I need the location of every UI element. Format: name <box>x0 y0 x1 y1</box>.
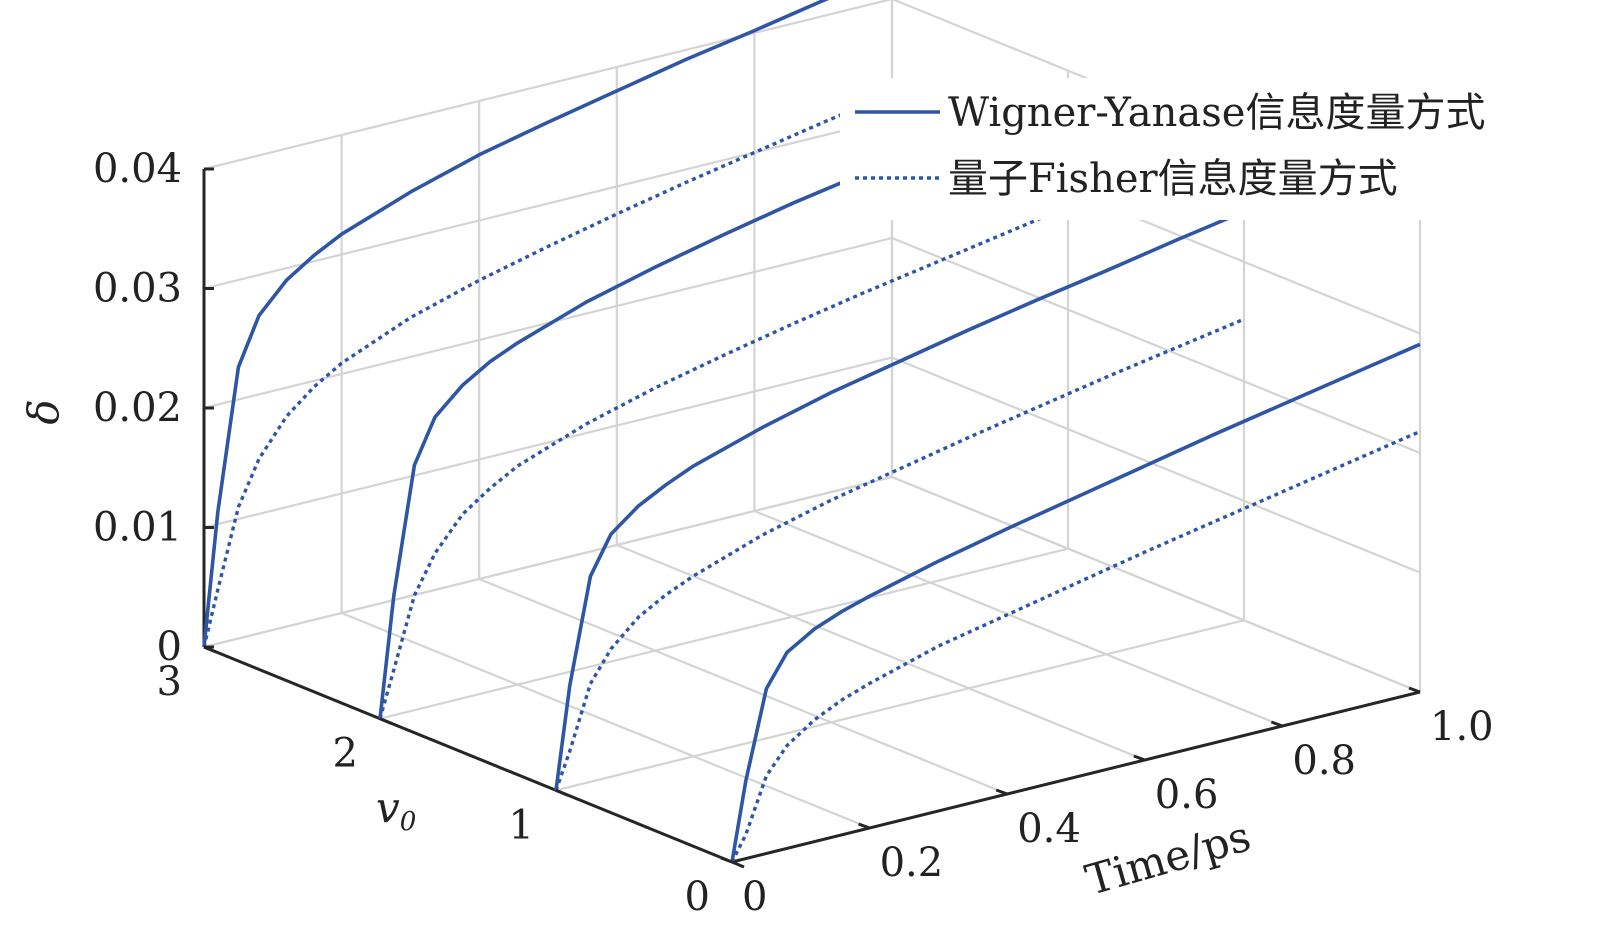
x-tick-label-0: 0 <box>742 874 767 920</box>
quantum-fisher-curve-v0-3 <box>202 91 893 648</box>
wigner-yanase-curve-v0-3 <box>202 0 830 648</box>
axes-layer <box>202 169 1421 864</box>
x-tick-label-5: 1.0 <box>1430 704 1494 750</box>
quantum-fisher-curve-v0-0 <box>730 429 1421 863</box>
quantum-fisher-curve-v0-2 <box>378 205 1069 720</box>
x-tick-mark-1 <box>858 822 871 830</box>
z-axis-label: δ <box>19 399 68 424</box>
legend-label-quantum-fisher: 量子Fisher信息度量方式 <box>948 156 1398 202</box>
y-tick-label-2: 2 <box>333 731 358 777</box>
legend-box <box>840 78 1560 220</box>
y-tick-mark-3 <box>203 645 217 654</box>
side-wall-grid-line-z-2 <box>891 236 1421 455</box>
y-tick-mark-0 <box>731 860 745 869</box>
x-tick-mark-3 <box>1133 754 1146 762</box>
x-tick-label-1: 0.2 <box>880 840 944 886</box>
y-axis-label-subscript: 0 <box>400 807 417 837</box>
side-wall-grid-line-z-1 <box>891 356 1421 574</box>
back-wall-grid-line-z-0 <box>203 475 893 649</box>
floor-grid-line-x-2 <box>478 577 1008 796</box>
x-tick-mark-0 <box>720 856 733 864</box>
x-axis-label: Time/ps <box>1080 811 1256 905</box>
y-axis-label-main: v <box>376 783 400 832</box>
z-tick-label-4: 0.04 <box>93 146 182 192</box>
x-tick-label-3: 0.6 <box>1155 772 1219 818</box>
floor-grid-line-y-1 <box>555 619 1245 792</box>
x-tick-mark-5 <box>1408 686 1421 694</box>
x-tick-mark-4 <box>1270 720 1283 728</box>
z-tick-label-1: 0.01 <box>93 505 182 551</box>
wigner-yanase-curve-v0-0 <box>730 342 1421 863</box>
floor-grid-line-x-4 <box>753 509 1283 728</box>
z-tick-label-3: 0.03 <box>93 266 182 312</box>
y-tick-label-0: 0 <box>685 874 710 920</box>
back-wall-grid-line-z-1 <box>203 356 893 529</box>
x-tick-label-2: 0.4 <box>1017 806 1081 852</box>
floor-grid-line-x-1 <box>341 611 871 830</box>
legend: Wigner-Yanase信息度量方式 量子Fisher信息度量方式 <box>840 78 1560 220</box>
floor-grid-line-y-2 <box>379 547 1069 720</box>
x-tick-label-4: 0.8 <box>1292 738 1356 784</box>
y-axis-line <box>203 645 733 864</box>
y-tick-mark-2 <box>379 717 393 726</box>
y-tick-mark-1 <box>555 788 569 797</box>
y-axis-label: v0 <box>376 783 416 837</box>
floor-grid-line-x-3 <box>616 543 1146 762</box>
x-axis-line <box>731 690 1421 864</box>
back-wall-grid-line-z-4 <box>203 0 893 171</box>
quantum-fisher-curve-v0-1 <box>554 317 1245 791</box>
z-tick-label-0: 0 <box>157 624 182 670</box>
legend-label-wigner-yanase: Wigner-Yanase信息度量方式 <box>948 90 1485 136</box>
y-tick-label-1: 1 <box>509 802 534 848</box>
back-wall-grid-line-z-3 <box>203 117 893 290</box>
wigner-yanase-curve-v0-1 <box>554 209 1245 791</box>
z-tick-label-2: 0.02 <box>93 385 182 431</box>
y-tick-label-3: 3 <box>157 659 182 705</box>
side-wall-grid-line-z-0 <box>891 475 1421 694</box>
x-tick-mark-2 <box>995 788 1008 796</box>
